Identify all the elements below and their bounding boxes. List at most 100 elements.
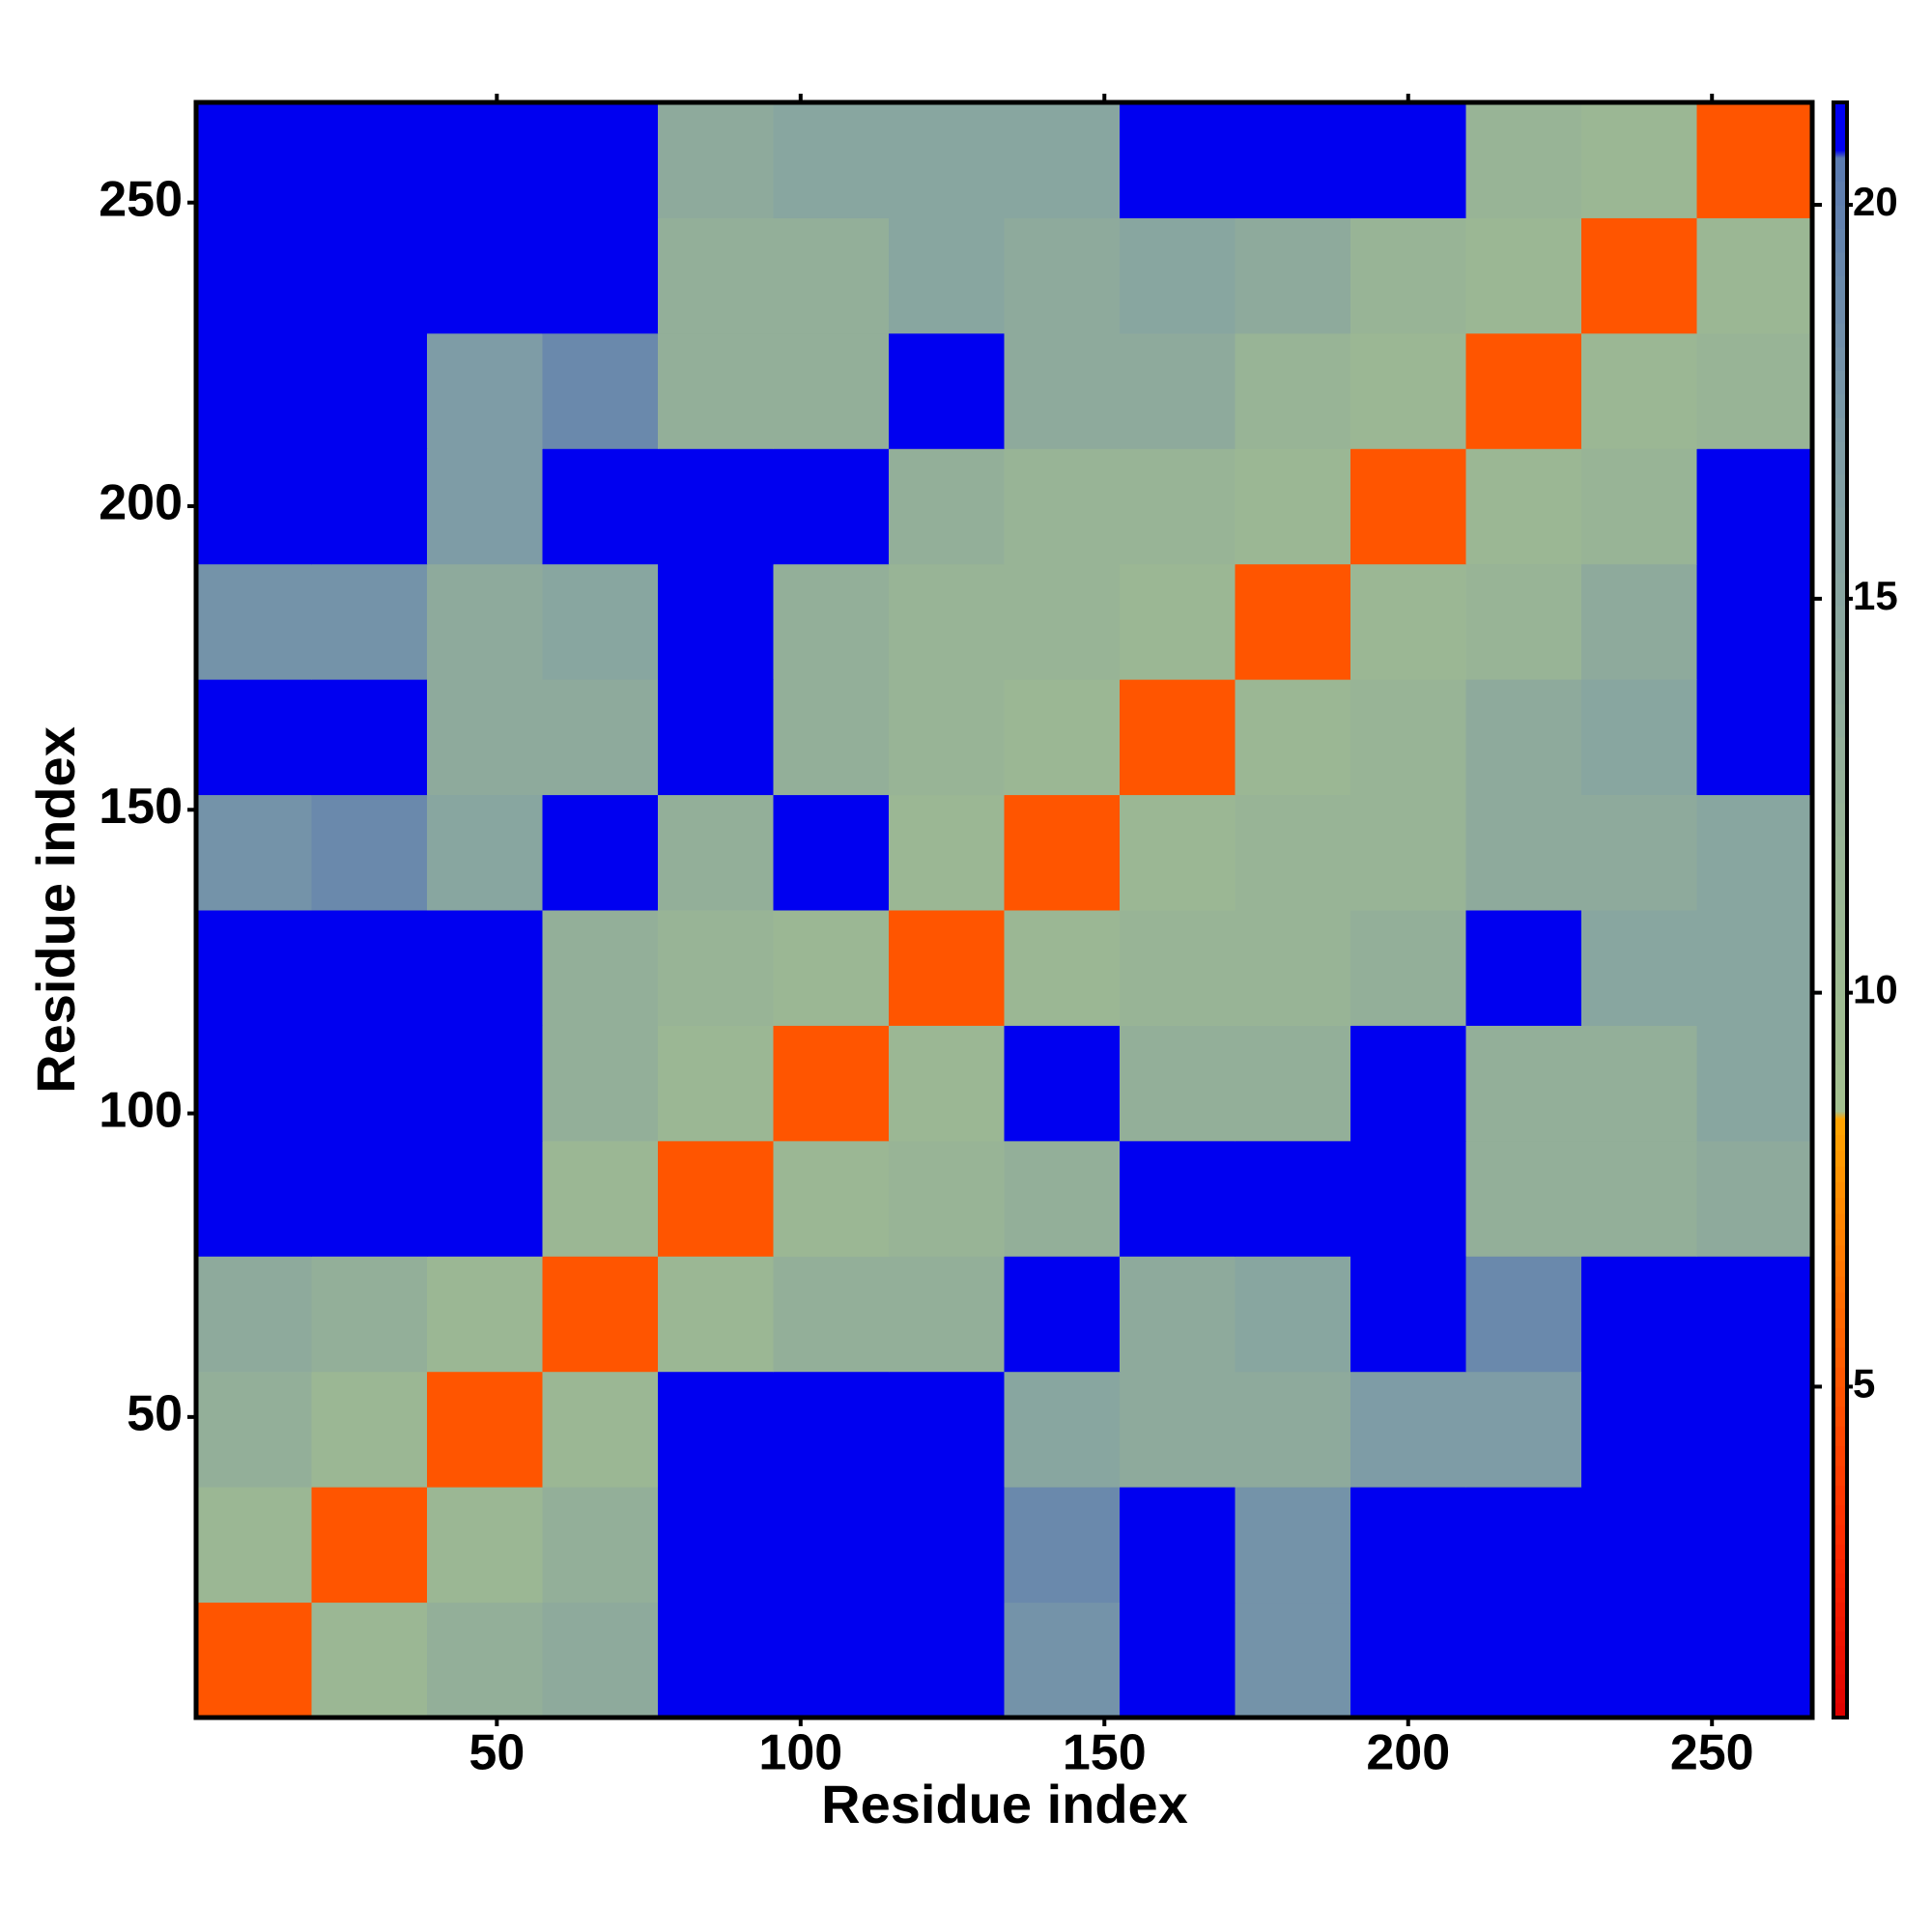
colorbar-segment: [1833, 156, 1847, 158]
heatmap-cell: [1120, 1140, 1236, 1257]
heatmap-cell: [658, 1371, 774, 1488]
colorbar-segment: [1833, 670, 1847, 705]
heatmap-cell: [658, 1602, 774, 1719]
heatmap-cell: [311, 679, 428, 796]
heatmap-cell: [1696, 448, 1813, 565]
heatmap-cell: [1696, 794, 1813, 911]
heatmap-cell: [1120, 794, 1236, 911]
heatmap-cell: [1465, 102, 1582, 218]
colorbar-segment: [1833, 153, 1847, 155]
heatmap-cell: [1004, 448, 1121, 565]
colorbar-segment: [1833, 996, 1847, 1020]
colorbar-segment: [1833, 154, 1847, 156]
colorbar-segment: [1833, 736, 1847, 771]
y-tick-label: 50: [127, 1386, 183, 1442]
heatmap-cell: [311, 1025, 428, 1142]
heatmap-cell: [542, 217, 659, 334]
heatmap-cell: [1120, 1602, 1236, 1719]
heatmap-cell: [427, 679, 543, 796]
colorbar-segment: [1833, 228, 1847, 253]
heatmap-cell: [1120, 332, 1236, 449]
plot-frame: [193, 99, 1815, 1720]
heatmap-cell: [658, 1487, 774, 1604]
colorbar-segment: [1833, 1041, 1847, 1065]
heatmap-cell: [1004, 1025, 1121, 1142]
heatmap-cell: [427, 102, 543, 218]
colorbar-segment: [1833, 393, 1847, 418]
heatmap-cell: [658, 679, 774, 796]
heatmap-cell: [427, 910, 543, 1026]
colorbar-segment: [1833, 150, 1847, 152]
colorbar-segment: [1833, 1244, 1847, 1262]
colorbar-segment: [1833, 1018, 1847, 1043]
heatmap-cell: [889, 1025, 1005, 1142]
heatmap-cell: [658, 332, 774, 449]
heatmap-cell: [658, 102, 774, 218]
heatmap-cell: [1581, 1602, 1697, 1719]
colorbar-segment: [1833, 1292, 1847, 1309]
heatmap-cell: [773, 1025, 890, 1142]
heatmap-cell: [1350, 1487, 1466, 1604]
heatmap-cell: [658, 217, 774, 334]
heatmap-cell: [311, 794, 428, 911]
colorbar-segment: [1833, 133, 1847, 139]
heatmap-cell: [1581, 1256, 1697, 1373]
colorbar-segment: [1833, 1260, 1847, 1277]
heatmap-cell: [1235, 1256, 1351, 1373]
heatmap-cell: [773, 1602, 890, 1719]
y-tick-label: 200: [99, 475, 183, 531]
heatmap-cell: [1581, 1025, 1697, 1142]
heatmap-cell: [1120, 1025, 1236, 1142]
heatmap-cell: [1581, 217, 1697, 334]
heatmap-cell: [542, 448, 659, 565]
colorbar-segment: [1833, 370, 1847, 395]
colorbar-tick-label: 5: [1853, 1361, 1875, 1406]
heatmap-cell: [311, 1371, 428, 1488]
heatmap-cell: [311, 217, 428, 334]
colorbar-segment: [1833, 1689, 1847, 1704]
colorbar-segment: [1833, 1229, 1847, 1246]
heatmap-cell: [1120, 1371, 1236, 1488]
heatmap-cell: [1235, 1371, 1351, 1488]
heatmap-cell: [658, 563, 774, 680]
heatmap-cell: [1235, 448, 1351, 565]
colorbar-segment: [1833, 129, 1847, 135]
heatmap-cell: [1696, 332, 1813, 449]
heatmap-cell: [773, 217, 890, 334]
colorbar-segment: [1833, 102, 1847, 107]
colorbar-segment: [1833, 1181, 1847, 1199]
heatmap-cell: [1120, 910, 1236, 1026]
colorbar-segment: [1833, 122, 1847, 127]
colorbar-segment: [1833, 903, 1847, 928]
colorbar-tick-label: 10: [1853, 967, 1898, 1012]
colorbar-segment: [1833, 1119, 1847, 1135]
heatmap-cell: [1696, 217, 1813, 334]
heatmap-cell: [311, 1602, 428, 1719]
heatmap-cell: [1004, 332, 1121, 449]
colorbar-segment: [1833, 154, 1847, 156]
heatmap-cell: [427, 217, 543, 334]
colorbar-segment: [1833, 1110, 1847, 1113]
heatmap-cell: [542, 1025, 659, 1142]
heatmap-cell: [196, 448, 312, 565]
colorbar-segment: [1833, 110, 1847, 115]
heatmap-cell: [196, 563, 312, 680]
heatmap-cell: [889, 1602, 1005, 1719]
heatmap-cell: [1581, 102, 1697, 218]
heatmap-cell: [1350, 563, 1466, 680]
colorbar-segment: [1833, 1166, 1847, 1182]
colorbar-segment: [1833, 1111, 1847, 1113]
heatmap-cell: [773, 1256, 890, 1373]
heatmap-cell: [1004, 1602, 1121, 1719]
heatmap-cell: [196, 794, 312, 911]
colorbar-segment: [1833, 881, 1847, 905]
heatmap-cell: [1004, 1371, 1121, 1488]
heatmap-cell: [1350, 1256, 1466, 1373]
heatmap-cell: [658, 448, 774, 565]
colorbar-segment: [1833, 1631, 1847, 1646]
heatmap-cell: [427, 794, 543, 911]
heatmap-cell: [427, 1487, 543, 1604]
colorbar-segment: [1833, 1113, 1847, 1115]
colorbar-segment: [1833, 858, 1847, 882]
